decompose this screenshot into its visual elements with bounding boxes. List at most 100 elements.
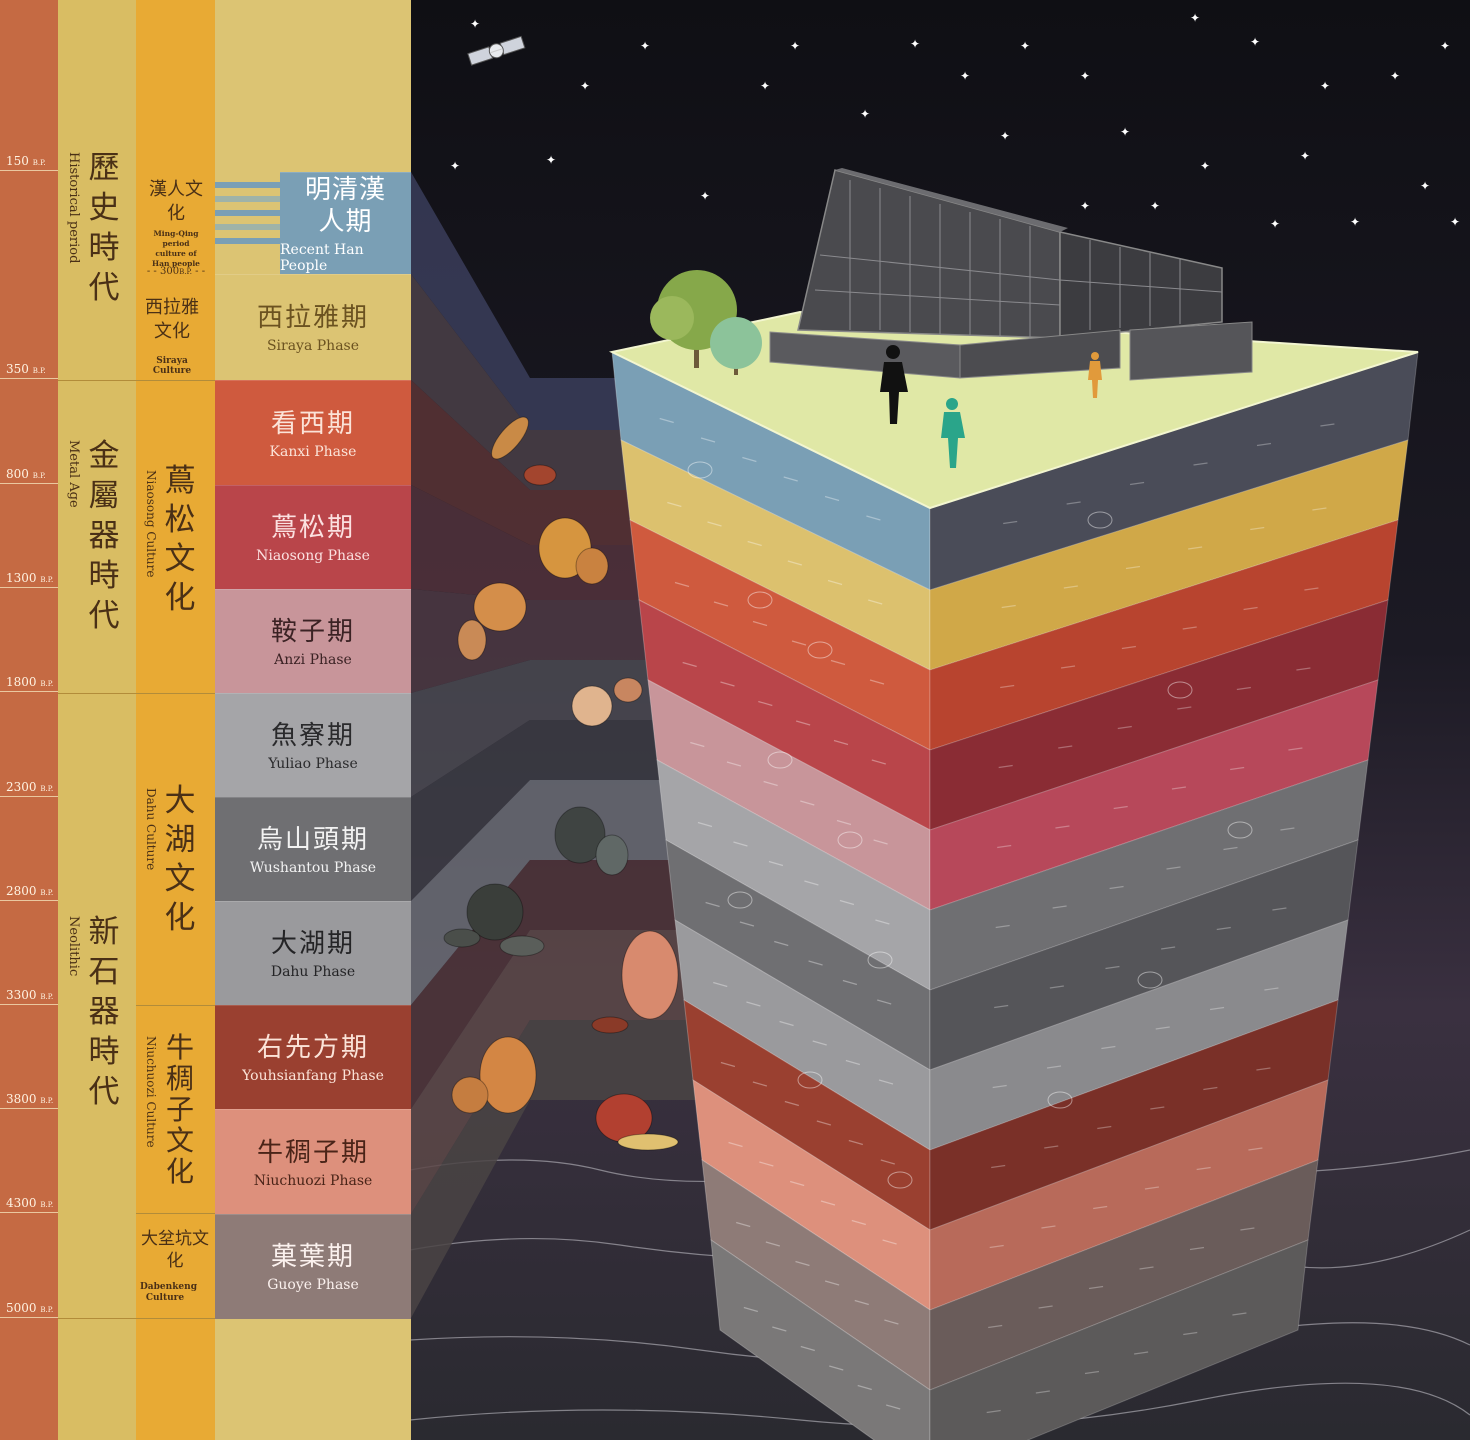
sediment-dash (705, 901, 720, 908)
han-period-stripe (215, 224, 280, 230)
phase-block: 菓葉期 Guoye Phase (215, 1214, 411, 1319)
pottery-artifact-icon (621, 930, 679, 1020)
bp-value: 2800 (6, 884, 37, 898)
sediment-dash (1240, 1227, 1255, 1231)
phase-block: 鞍子期 Anzi Phase (215, 589, 411, 694)
bp-tick-label: 4300 B.P. (6, 1197, 53, 1209)
pottery-artifact-icon (473, 582, 527, 632)
bp-unit: B.P. (32, 367, 46, 375)
sediment-dash (720, 681, 735, 687)
bp-unit: B.P. (40, 680, 54, 688)
sediment-dash (1066, 501, 1081, 505)
bp-tick-label: 350 B.P. (6, 363, 46, 375)
sediment-dash (824, 495, 840, 502)
sediment-dash (1203, 1086, 1218, 1091)
pottery-artifact-icon (575, 547, 609, 585)
person-figure-icon (880, 345, 1102, 468)
sediment-dash (1046, 1065, 1062, 1069)
sediment-dash (779, 1020, 794, 1027)
sediment-dash (1000, 684, 1015, 689)
sediment-dash (1223, 846, 1238, 851)
sediment-dash (986, 1409, 1001, 1414)
phase-name-zh: 西拉雅期 (256, 303, 369, 333)
bp-tick-line (0, 378, 58, 379)
phase-name-en: Yuliao Phase (268, 756, 358, 772)
sediment-dash (1121, 645, 1136, 650)
bp-unit: B.P. (40, 1201, 54, 1209)
bp-unit: B.P. (32, 472, 46, 480)
phase-name-zh: 牛稠子期 (256, 1137, 369, 1168)
bp-tick-label: 1300 B.P. (6, 572, 53, 584)
pebble (1137, 971, 1163, 989)
star-icon: ✦ (860, 107, 871, 121)
star-icon: ✦ (1320, 79, 1331, 93)
bp-unit: B.P. (32, 159, 46, 167)
bp-tick-label: 800 B.P. (6, 468, 46, 480)
sediment-dash (1161, 946, 1176, 950)
sediment-dash (1109, 885, 1124, 890)
sediment-dash (697, 821, 713, 828)
pottery-artifact-icon (466, 883, 524, 941)
culture-siraya-en: Siraya Culture (152, 356, 192, 376)
sediment-dash (800, 800, 815, 806)
pottery-artifact-icon (457, 619, 487, 661)
pottery-artifact-icon (554, 806, 606, 864)
sediment-dash (1001, 604, 1016, 609)
star-icon: ✦ (640, 39, 651, 53)
bp-unit: B.P. (40, 1306, 54, 1314)
culture-siraya-zh: 西拉雅文化 (145, 297, 199, 342)
sediment-dash (700, 437, 716, 443)
star-icon: ✦ (700, 189, 711, 203)
bp-value: 3300 (6, 988, 37, 1002)
pottery-artifact-icon (491, 416, 529, 460)
phase-name-en: Siraya Phase (266, 338, 360, 354)
sediment-dash (784, 1100, 800, 1107)
sediment-dash (857, 1384, 872, 1391)
culture-niuchuozi-zh: 牛稠子文化 (165, 1031, 194, 1188)
stratum-layer-left (710, 1238, 931, 1440)
pottery-artifact-icon (523, 464, 557, 486)
sediment-dash (1216, 926, 1231, 931)
star-icon: ✦ (1300, 149, 1311, 163)
sediment-dash (1041, 1225, 1056, 1229)
pottery-artifact-icon (591, 1016, 629, 1034)
star-icon: ✦ (1270, 217, 1281, 231)
sediment-dash (988, 1324, 1003, 1329)
culture-dahu-en: Dahu Culture (144, 788, 158, 871)
sediment-dash (1312, 507, 1327, 511)
sediment-dash (1182, 626, 1197, 630)
sediment-dash (833, 739, 849, 746)
bp-value: 1800 (6, 675, 37, 689)
han-period-stripe (215, 196, 280, 202)
sediment-dash (886, 1404, 901, 1410)
pebble (837, 831, 863, 849)
pebble (807, 641, 833, 659)
star-icon: ✦ (1250, 35, 1261, 49)
phase-block: 右先方期 Youhsianfang Phase (215, 1005, 411, 1110)
sediment-dash (667, 501, 682, 508)
star-icon: ✦ (1450, 215, 1461, 229)
pottery-artifact-icon (451, 1076, 489, 1114)
sediment-dash (1049, 985, 1064, 989)
star-icon: ✦ (1190, 11, 1201, 25)
pebble (867, 951, 893, 969)
sediment-dash (783, 476, 798, 482)
phase-block: 蔦松期 Niaosong Phase (215, 485, 411, 590)
phase-name-en: Recent Han People (280, 242, 364, 274)
sediment-dash (995, 924, 1010, 929)
sediment-dash (726, 761, 742, 767)
tree-icon (650, 270, 762, 375)
pebble (727, 891, 753, 909)
sediment-dash (774, 940, 789, 947)
culture-dabenkeng-en: Dabenkeng Culture (140, 1282, 197, 1303)
star-icon: ✦ (1200, 159, 1211, 173)
sediment-dash (1256, 1067, 1271, 1071)
sediment-dash (791, 640, 807, 646)
sediment-dash (743, 1306, 759, 1313)
star-icon: ✦ (580, 79, 591, 93)
era-metal-zh: 金屬器時代 (88, 438, 120, 634)
bp-value: 350 (6, 362, 29, 376)
sediment-dash (713, 601, 729, 607)
